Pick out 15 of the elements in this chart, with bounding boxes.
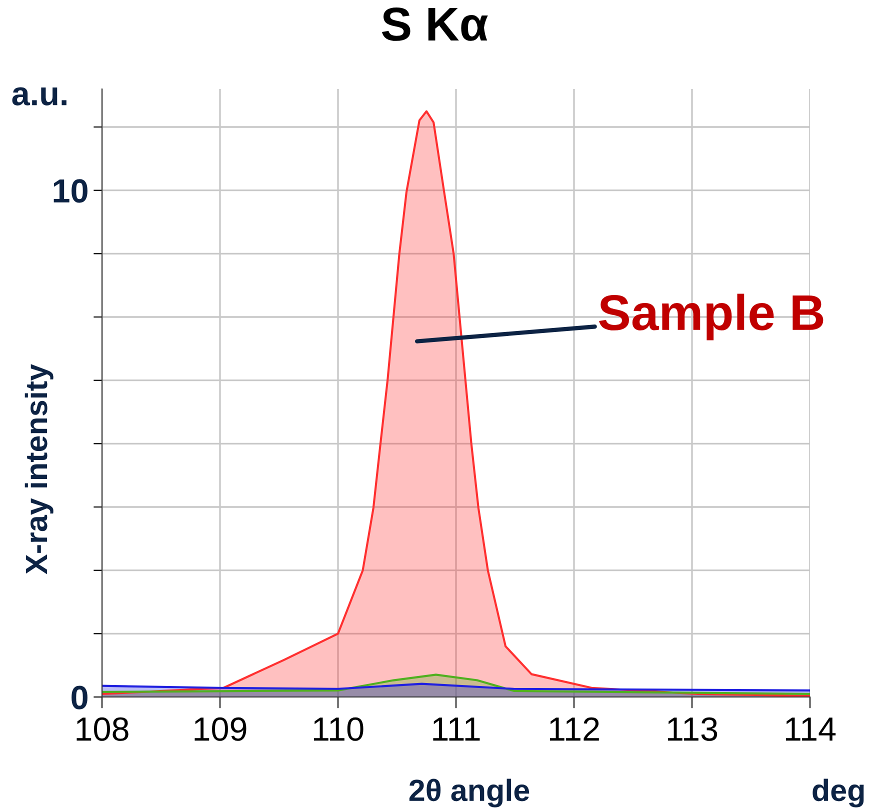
- text: deg: [812, 778, 864, 808]
- x-tick-label: 108: [76, 717, 128, 741]
- chart-title: S Kα: [382, 7, 488, 41]
- x-tick-label: 113: [668, 717, 718, 741]
- x-tick-label: 109: [194, 717, 246, 741]
- x-tick-label: 110: [314, 717, 364, 741]
- y-axis-title: X-ray intensity: [24, 364, 54, 574]
- x-tick-label: 111: [433, 718, 480, 741]
- annotation: Sample B: [599, 294, 824, 340]
- x-tick-label: 114: [786, 718, 836, 741]
- y-tick-label: 0: [72, 686, 88, 710]
- x-axis-title: 2θ angle: [409, 778, 530, 808]
- y-tick-label: 10: [54, 179, 88, 203]
- x-tick-label: 112: [550, 717, 599, 741]
- text: a.u.: [12, 87, 66, 106]
